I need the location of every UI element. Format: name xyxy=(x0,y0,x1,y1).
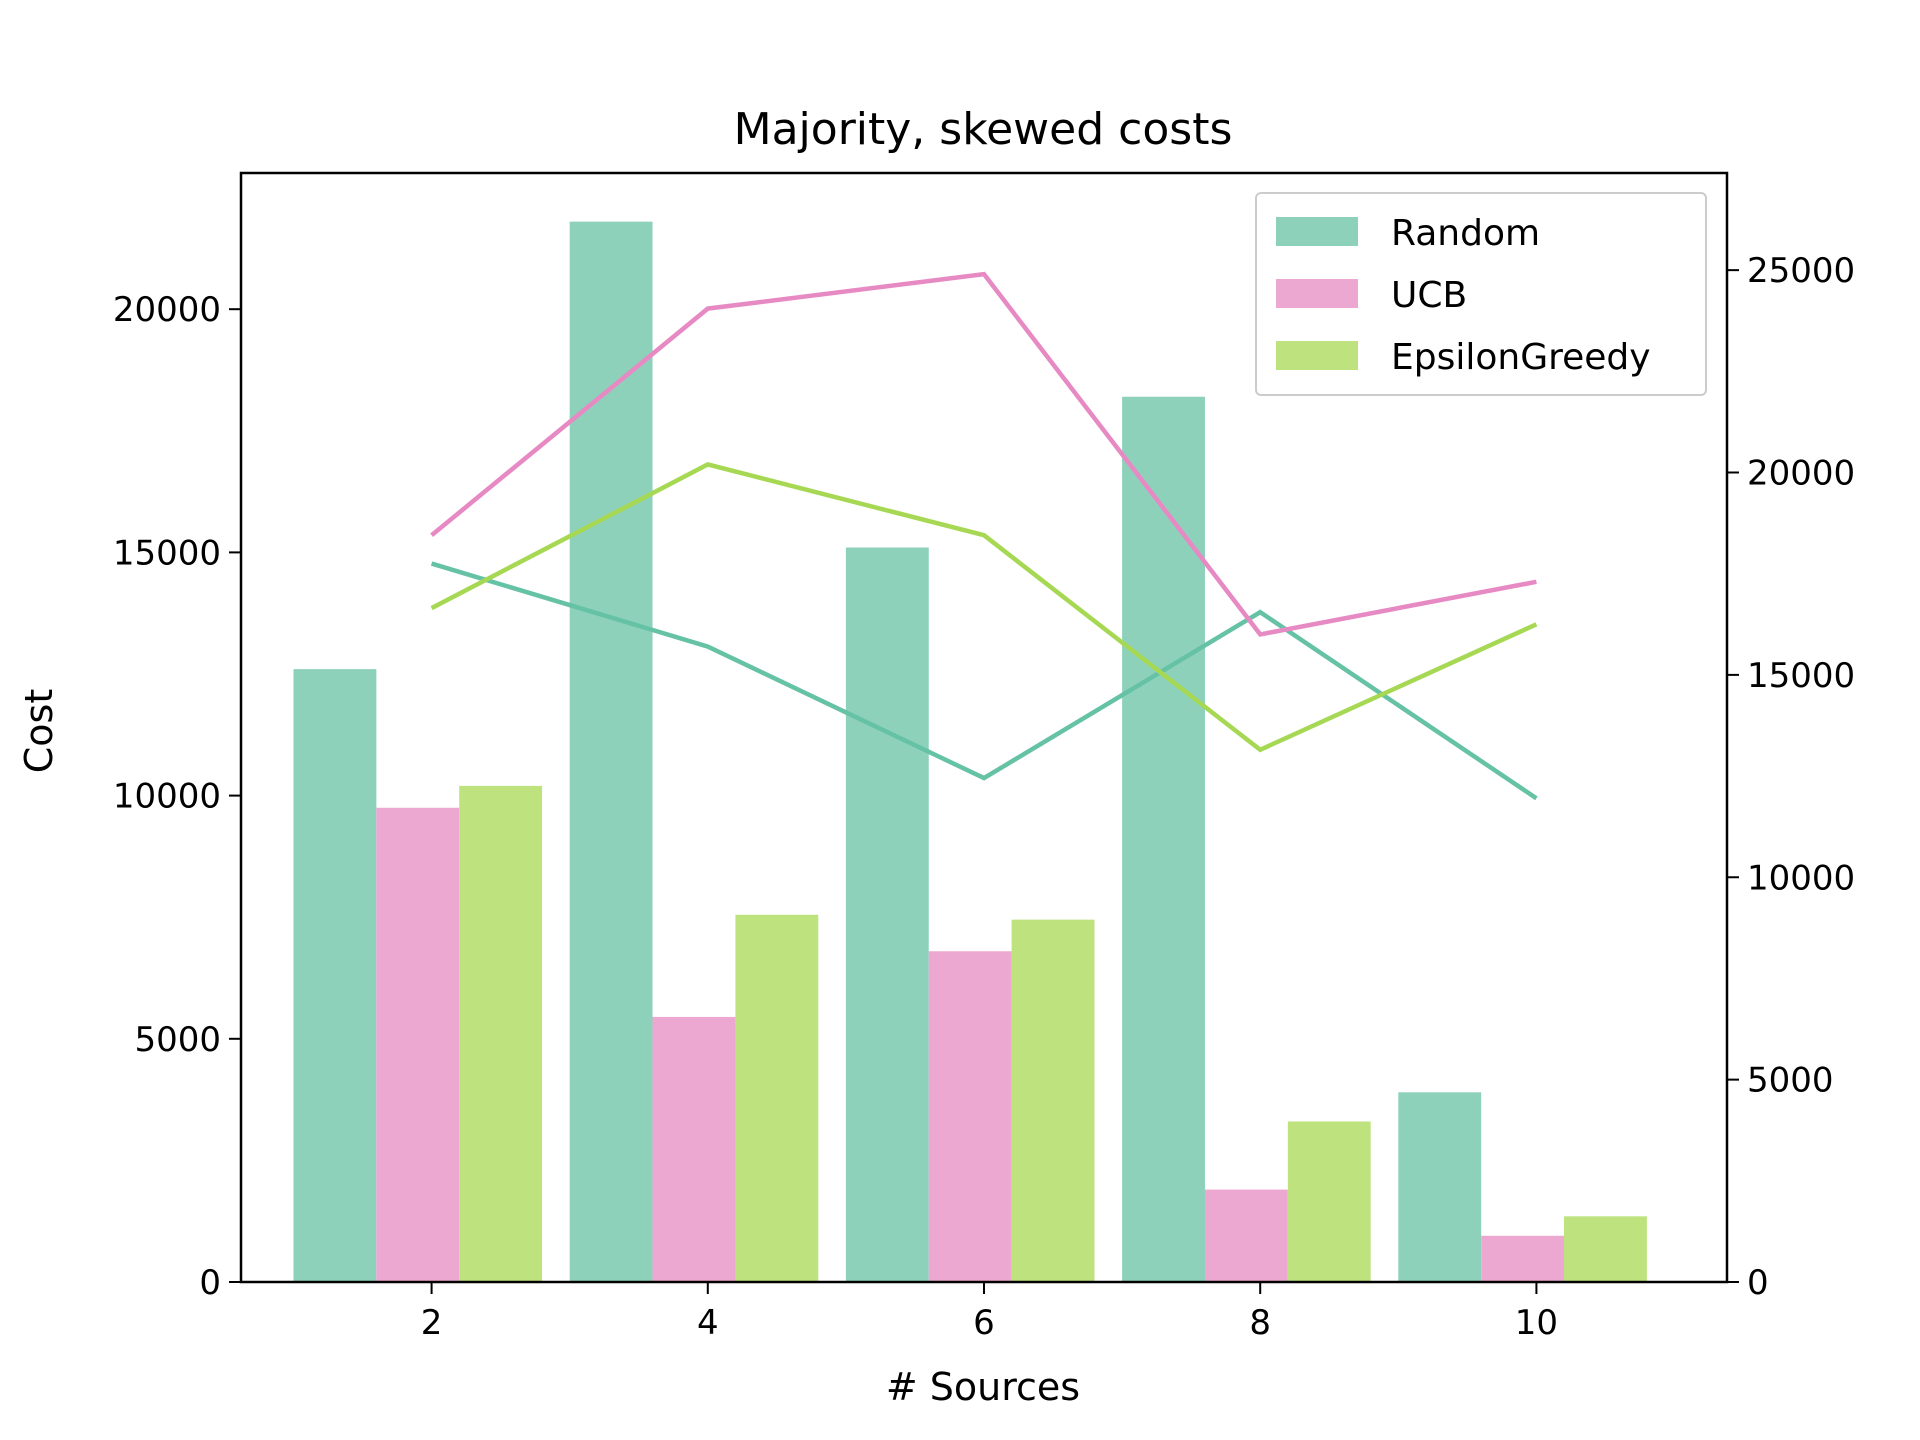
bar-epsilongreedy-8 xyxy=(1287,1121,1371,1282)
legend-label-epsilongreedy: EpsilonGreedy xyxy=(1391,337,1651,378)
line-epsilongreedy xyxy=(430,462,1538,753)
legend-swatch-random xyxy=(1276,217,1358,246)
legend-swatch-epsilongreedy xyxy=(1276,341,1358,370)
legend: Random UCB EpsilonGreedy xyxy=(1255,192,1707,396)
bar-ucb-10 xyxy=(1481,1235,1565,1282)
line-random xyxy=(430,561,1538,801)
y-tick-label-5000: 5000 xyxy=(134,1020,221,1060)
x-tick-label-4: 4 xyxy=(697,1303,719,1343)
bar-ucb-2 xyxy=(376,807,460,1282)
x-tick-label-8: 8 xyxy=(1249,1303,1271,1343)
x-axis-label: # Sources xyxy=(886,1365,1080,1409)
y-axis-label: Cost xyxy=(17,689,61,773)
y2-tick-label-25000: 25000 xyxy=(1747,251,1855,291)
bar-ucb-8 xyxy=(1204,1189,1288,1282)
bar-ucb-4 xyxy=(652,1016,736,1282)
x-tick-label-6: 6 xyxy=(973,1303,995,1343)
bar-epsilongreedy-10 xyxy=(1564,1216,1647,1282)
bar-random-8 xyxy=(1122,396,1205,1282)
y-tick-label-20000: 20000 xyxy=(113,290,221,330)
y2-tick-label-10000: 10000 xyxy=(1747,858,1855,898)
y2-tick-label-20000: 20000 xyxy=(1747,454,1855,494)
bar-random-6 xyxy=(845,547,929,1282)
bar-random-2 xyxy=(293,669,377,1282)
x-tick-label-10: 10 xyxy=(1515,1303,1558,1343)
bar-random-10 xyxy=(1398,1092,1482,1282)
bar-epsilongreedy-6 xyxy=(1011,919,1095,1282)
y2-tick-label-0: 0 xyxy=(1747,1263,1769,1303)
legend-label-ucb: UCB xyxy=(1391,275,1467,316)
line-ucb xyxy=(430,271,1537,637)
bar-ucb-6 xyxy=(928,951,1012,1282)
y-tick-label-0: 0 xyxy=(199,1263,221,1303)
y2-tick-label-15000: 15000 xyxy=(1747,656,1855,696)
y-tick-label-10000: 10000 xyxy=(113,777,221,817)
legend-label-random: Random xyxy=(1391,213,1540,254)
axes-layer: 2 4 6 8 10 0 5000 10000 15000 20000 0 5000 10000 1500… xyxy=(113,171,1855,1343)
chart-title: Majority, skewed costs xyxy=(734,104,1233,155)
bar-epsilongreedy-4 xyxy=(735,914,819,1282)
legend-swatch-ucb xyxy=(1276,279,1358,308)
bars-layer xyxy=(293,221,1647,1282)
lines-layer xyxy=(430,271,1538,801)
y-tick-label-15000: 15000 xyxy=(113,533,221,573)
x-tick-label-2: 2 xyxy=(421,1303,443,1343)
bar-random-4 xyxy=(569,221,653,1282)
legend-box xyxy=(1255,192,1707,396)
bar-epsilongreedy-2 xyxy=(459,785,543,1282)
y2-tick-label-5000: 5000 xyxy=(1747,1061,1834,1101)
